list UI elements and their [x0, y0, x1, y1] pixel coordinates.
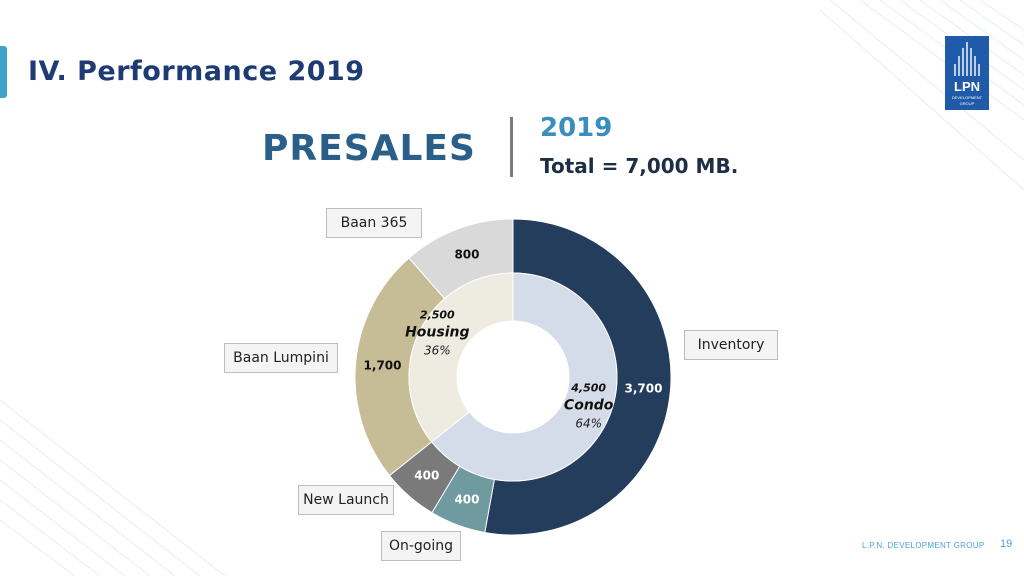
data-label-new-launch: 400	[414, 469, 439, 483]
inner-value-housing: 2,500	[420, 309, 455, 322]
data-label-on-going: 400	[454, 493, 479, 507]
building-icon	[954, 42, 980, 76]
callout-baan-365: Baan 365	[326, 208, 422, 238]
presales-heading: PRESALES	[262, 128, 476, 169]
inner-name-condo: Condo	[564, 397, 614, 413]
callout-new-launch: New Launch	[298, 485, 394, 515]
inner-value-condo: 4,500	[570, 381, 606, 394]
footer-company: L.P.N. DEVELOPMENT GROUP	[862, 541, 985, 550]
callout-baan-lumpini: Baan Lumpini	[224, 343, 338, 373]
callout-ongoing: On-going	[381, 531, 461, 561]
inner-slice-housing	[408, 272, 514, 443]
background-lines-bottom-left	[0, 400, 226, 576]
total-label: Total = 7,000 MB.	[540, 154, 739, 178]
logo-sub-text-1: DEVELOPMENT	[951, 95, 983, 100]
data-label-baan-365: 800	[454, 247, 479, 261]
year-label: 2019	[540, 113, 613, 143]
callout-inventory: Inventory	[684, 330, 778, 360]
slide-title: IV. Performance 2019	[28, 56, 365, 87]
logo-sub-text-2: GROUP	[959, 101, 975, 106]
inner-slice-condo	[430, 272, 618, 482]
inner-percent-housing: 36%	[424, 344, 451, 358]
inner-percent-condo: 64%	[575, 416, 602, 430]
lpn-logo: LPN DEVELOPMENT GROUP	[945, 36, 989, 110]
page-number: 19	[1000, 538, 1013, 550]
inner-name-housing: Housing	[405, 325, 469, 341]
logo-main-text: LPN	[954, 79, 980, 94]
heading-divider	[510, 117, 513, 177]
data-label-baan-lumpini: 1,700	[364, 358, 402, 372]
data-label-inventory: 3,700	[624, 382, 662, 396]
background-lines-top-right	[820, 0, 1024, 191]
title-accent-bar	[0, 46, 7, 98]
